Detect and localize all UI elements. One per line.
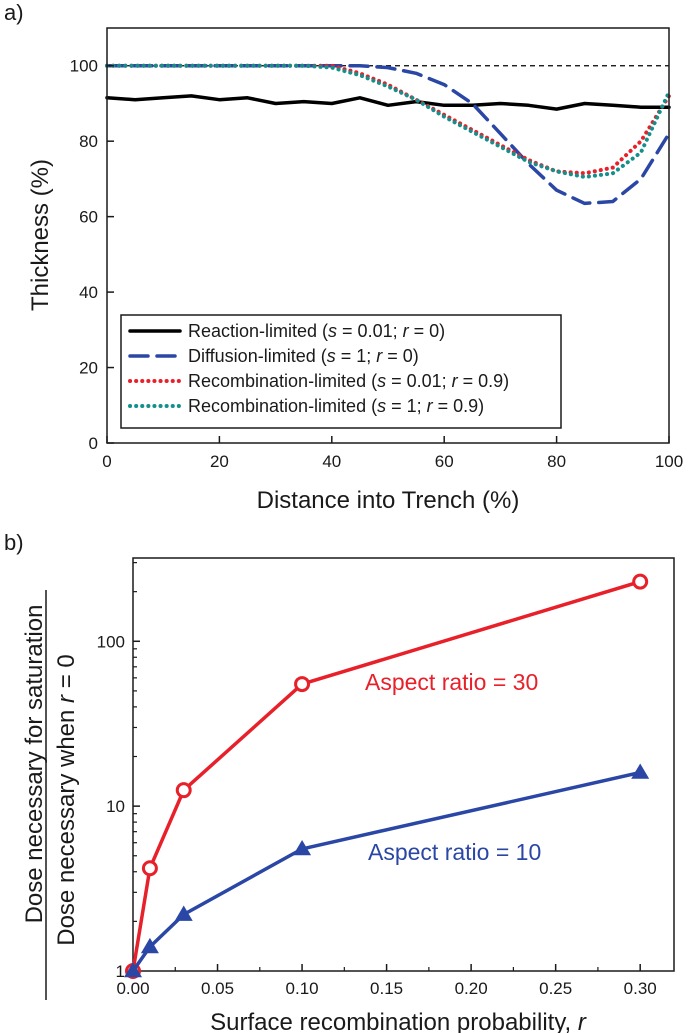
data-point-triangle <box>174 905 193 921</box>
series-line-4 <box>105 63 671 179</box>
panel-a-label: a) <box>4 0 24 25</box>
annotation-aspect-30: Aspect ratio = 30 <box>365 669 538 695</box>
y-tick-label: 80 <box>79 132 98 151</box>
panel-b-label: b) <box>4 530 24 555</box>
y-tick-label: 20 <box>79 359 98 378</box>
chart-a-curves <box>105 63 671 206</box>
chart-b-ticks: 0.00 0.05 0.10 0.15 0.20 0.25 0.30 1 10 100 <box>97 562 657 998</box>
chart-b-xlabel: Surface recombination probability, r <box>210 1009 587 1033</box>
x-tick-label: 0.05 <box>201 979 234 998</box>
y-tick-label: 10 <box>106 797 125 816</box>
annotation-aspect-10: Aspect ratio = 10 <box>368 839 541 865</box>
x-tick-label: 100 <box>655 452 683 471</box>
x-tick-label: 0.00 <box>116 979 149 998</box>
series-line-aspect-30 <box>131 579 641 972</box>
y-tick-label: 40 <box>79 283 98 302</box>
chart-b-series <box>124 573 650 979</box>
y-tick-label: 60 <box>79 208 98 227</box>
data-point-triangle <box>293 839 312 856</box>
chart-a-ylabel: Thickness (%) <box>27 159 54 311</box>
chart-b-ylabel: Dose necessary for saturation Dose neces… <box>21 590 80 1000</box>
data-point-circle <box>141 860 158 877</box>
x-tick-label: 80 <box>547 452 566 471</box>
x-tick-label: 0 <box>102 452 111 471</box>
chart-a-xlabel: Distance into Trench (%) <box>257 487 520 514</box>
x-tick-label: 0.25 <box>539 979 572 998</box>
x-tick-label: 60 <box>435 452 454 471</box>
legend-label-1: Reaction-limited (s = 0.01; r = 0) <box>188 321 445 341</box>
x-tick-label: 0.10 <box>286 979 319 998</box>
chart-a-ticks: 0 20 40 60 80 100 0 20 40 60 80 100 <box>70 57 684 471</box>
y-tick-label: 100 <box>70 57 98 76</box>
series-line-2 <box>105 63 671 206</box>
legend-label-4: Recombination-limited (s = 1; r = 0.9) <box>188 396 484 416</box>
chart-b-frame <box>132 557 675 972</box>
x-tick-label: 0.15 <box>370 979 403 998</box>
chart-b: 0.00 0.05 0.10 0.15 0.20 0.25 0.30 1 10 100 Aspec… <box>21 557 675 1033</box>
x-tick-label: 0.20 <box>455 979 488 998</box>
chart-b-ylabel-denominator: Dose necessary when r = 0 <box>53 654 80 946</box>
series-line-3 <box>105 63 671 176</box>
series-line-1 <box>105 94 671 111</box>
x-tick-label: 20 <box>210 452 229 471</box>
data-point-circle <box>175 782 192 799</box>
x-tick-label: 0.30 <box>624 979 657 998</box>
data-point-circle <box>294 676 311 693</box>
y-tick-label: 1 <box>116 962 125 981</box>
series-line-aspect-10 <box>131 770 641 973</box>
x-tick-label: 40 <box>322 452 341 471</box>
legend-label-3: Recombination-limited (s = 0.01; r = 0.9… <box>188 371 509 391</box>
chart-a-frame <box>106 27 670 444</box>
data-point-circle <box>632 573 649 590</box>
y-tick-label: 100 <box>97 632 125 651</box>
legend-box <box>120 314 562 429</box>
data-point-triangle <box>140 937 159 954</box>
chart-a-legend: Reaction-limited (s = 0.01; r = 0) Diffus… <box>120 314 562 429</box>
legend-entries: Reaction-limited (s = 0.01; r = 0) Diffus… <box>128 321 509 416</box>
data-point-triangle <box>124 962 142 978</box>
chart-b-ylabel-numerator: Dose necessary for saturation <box>21 605 48 924</box>
legend-label-2: Diffusion-limited (s = 1; r = 0) <box>188 346 419 366</box>
y-tick-label: 0 <box>89 434 98 453</box>
data-point-triangle <box>631 763 650 779</box>
chart-a: 0 20 40 60 80 100 0 20 40 60 80 100 Distance into T… <box>27 27 684 514</box>
